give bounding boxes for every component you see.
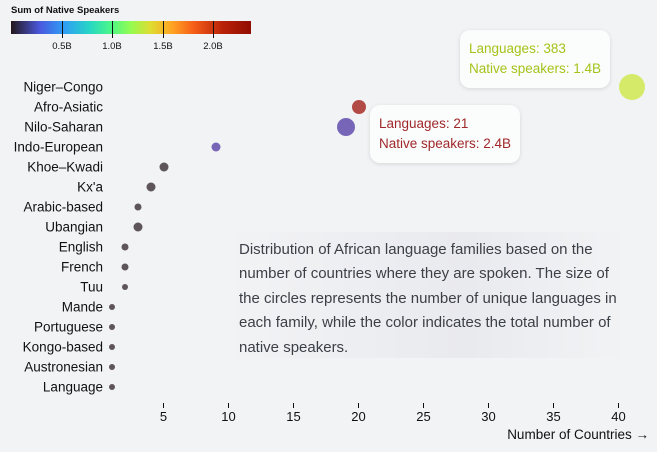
data-point[interactable] xyxy=(336,118,355,136)
data-point[interactable] xyxy=(146,182,155,192)
x-tick-label: 40 xyxy=(611,409,626,424)
x-tick-label: 25 xyxy=(416,409,431,424)
color-legend: Sum of Native Speakers 0.5B 1.0B 1.5B 2.… xyxy=(11,4,251,52)
x-tick xyxy=(163,403,164,408)
x-tick-label: 10 xyxy=(221,409,236,424)
tooltip-niger-congo: Languages: 383 Native speakers: 1.4B xyxy=(460,30,611,88)
x-tick xyxy=(423,403,424,408)
legend-tick-label: 0.5B xyxy=(52,41,72,52)
y-label-tuu: Tuu xyxy=(80,279,103,295)
x-tick-label: 30 xyxy=(481,409,496,424)
data-point[interactable] xyxy=(121,263,128,271)
x-tick xyxy=(228,403,229,408)
x-tick xyxy=(488,403,489,408)
x-tick-label: 15 xyxy=(286,409,301,424)
y-label-mande: Mande xyxy=(61,299,103,315)
x-tick-label: 5 xyxy=(159,409,168,424)
data-point[interactable] xyxy=(618,74,645,100)
y-label-language: Language xyxy=(42,379,103,395)
legend-tick xyxy=(213,21,214,38)
legend-tick xyxy=(112,21,113,38)
y-label-arabic-based: Arabic-based xyxy=(23,199,103,215)
x-axis-title: Number of Countries → xyxy=(507,427,649,442)
legend-title: Sum of Native Speakers xyxy=(11,5,120,16)
x-tick xyxy=(293,403,294,408)
y-label-kongo-based: Kongo-based xyxy=(22,339,103,355)
tooltip-languages: Languages: 383 xyxy=(469,41,566,56)
legend-color-ramp xyxy=(11,21,251,34)
data-point[interactable] xyxy=(108,304,115,310)
y-label-indo-european: Indo-European xyxy=(13,139,103,155)
legend-tick xyxy=(163,21,164,38)
y-label-niger-congo: Niger–Congo xyxy=(23,79,103,95)
tooltip-speakers: Native speakers: 1.4B xyxy=(469,61,602,76)
y-label-khoe-kwadi: Khoe–Kwadi xyxy=(27,159,103,175)
y-label-afro-asiatic: Afro-Asiatic xyxy=(33,99,103,115)
y-label-portuguese: Portuguese xyxy=(33,319,103,335)
y-label-nilo-saharan: Nilo-Saharan xyxy=(24,119,103,135)
data-point[interactable] xyxy=(134,203,141,211)
data-point[interactable] xyxy=(108,344,115,350)
y-label-english: English xyxy=(58,239,103,255)
tooltip-speakers: Native speakers: 2.4B xyxy=(379,136,512,151)
x-tick-label: 20 xyxy=(351,409,366,424)
data-point[interactable] xyxy=(159,162,168,172)
x-tick xyxy=(358,403,359,408)
data-point[interactable] xyxy=(211,142,220,152)
data-point[interactable] xyxy=(133,222,142,232)
legend-tick-label: 1.5B xyxy=(153,41,173,52)
y-label-ubangian: Ubangian xyxy=(45,219,103,235)
data-point[interactable] xyxy=(108,384,115,390)
x-tick-label: 35 xyxy=(546,409,561,424)
y-label-austronesian: Austronesian xyxy=(24,359,103,375)
chart-caption: Distribution of African language familie… xyxy=(226,232,626,358)
data-point[interactable] xyxy=(108,364,115,370)
legend-tick-label: 2.0B xyxy=(203,41,223,52)
legend-tick-label: 1.0B xyxy=(102,41,122,52)
tooltip-afro-asiatic: Languages: 21 Native speakers: 2.4B xyxy=(370,105,521,163)
y-label-kxa: Kx'a xyxy=(77,179,103,195)
data-point[interactable] xyxy=(351,100,366,114)
y-label-french: French xyxy=(60,259,103,275)
data-point[interactable] xyxy=(121,284,128,290)
data-point[interactable] xyxy=(108,324,115,330)
tooltip-languages: Languages: 21 xyxy=(379,116,469,131)
x-tick xyxy=(553,403,554,408)
legend-tick xyxy=(62,21,63,38)
x-tick xyxy=(618,403,619,408)
data-point[interactable] xyxy=(121,243,128,251)
